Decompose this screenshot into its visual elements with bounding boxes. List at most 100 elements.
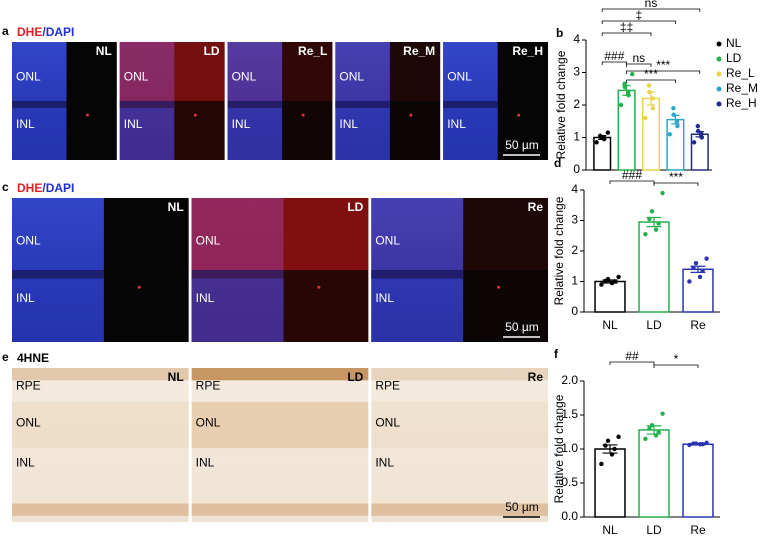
y-axis-label: Relative fold change — [552, 394, 566, 503]
legend-marker — [716, 86, 722, 92]
legend-label: Re_M — [726, 81, 758, 95]
data-point — [605, 130, 611, 135]
stain-part: DAPI — [46, 181, 75, 195]
stain-part: 4HNE — [17, 351, 49, 365]
stain-label: DHE/DAPI — [17, 181, 74, 195]
panel-label: Re_M — [403, 44, 435, 58]
image-spot — [517, 113, 521, 117]
data-point — [605, 276, 611, 282]
data-point — [643, 115, 648, 121]
y-tick-label: 1.0 — [561, 441, 578, 455]
scale-bar-label: 50 µm — [505, 138, 539, 152]
significance-label: *** — [669, 170, 683, 184]
layer-label: RPE — [375, 379, 400, 393]
bar — [594, 448, 626, 518]
image-bottom — [191, 503, 369, 516]
data-point — [671, 106, 676, 111]
data-point — [626, 89, 631, 95]
y-tick-label: 3 — [573, 65, 580, 79]
data-point — [649, 209, 655, 214]
data-point — [594, 140, 599, 145]
image-spot — [137, 285, 141, 289]
data-point — [630, 71, 635, 77]
significance-label: ns — [632, 51, 645, 65]
significance-label: ## — [625, 349, 639, 363]
significance-label: ### — [604, 49, 624, 63]
data-point — [643, 232, 648, 237]
significance-bracket — [609, 361, 655, 365]
image-dhe — [191, 270, 369, 342]
image-dhe — [227, 101, 333, 160]
image-dhe — [371, 270, 548, 342]
bar — [594, 280, 626, 313]
panel-letter: b — [556, 26, 563, 40]
data-point — [616, 434, 621, 439]
data-point — [656, 221, 661, 226]
image-spot — [85, 113, 89, 117]
data-point — [599, 282, 604, 287]
significance-bracket — [601, 61, 627, 65]
stain-label: 4HNE — [17, 351, 49, 365]
layer-label: INL — [339, 117, 358, 131]
y-tick-label: 0 — [573, 162, 580, 176]
data-point — [660, 411, 665, 416]
data-point — [612, 279, 617, 284]
data-point — [653, 227, 659, 232]
image-gap — [443, 101, 498, 109]
significance-bracket — [626, 70, 701, 74]
x-tick-label: Re — [690, 523, 706, 537]
layer-label: ONL — [16, 233, 41, 247]
data-point — [647, 216, 652, 222]
legend-marker — [716, 71, 722, 77]
stain-part: DAPI — [46, 25, 75, 39]
data-point — [671, 112, 676, 117]
panel-label: NL — [168, 200, 184, 214]
panel-label: NL — [96, 44, 112, 58]
data-point — [704, 256, 709, 261]
image-rpe — [371, 368, 548, 381]
y-tick-label: 4 — [571, 182, 578, 196]
data-point — [618, 102, 624, 108]
y-tick-label: 1 — [573, 130, 580, 144]
layer-label: INL — [16, 291, 35, 305]
layer-label: ONL — [196, 416, 221, 430]
panel-label: LD — [347, 370, 363, 384]
x-tick-label: Re — [690, 318, 706, 332]
layer-label: INL — [16, 117, 35, 131]
data-point — [693, 441, 699, 446]
panel-letter: a — [2, 24, 9, 38]
image-gap — [12, 270, 104, 279]
data-point — [646, 83, 652, 88]
image-gap — [227, 101, 283, 109]
data-point — [653, 433, 659, 438]
significance-label: *** — [644, 67, 658, 81]
layer-label: RPE — [196, 379, 221, 393]
legend-marker — [716, 101, 722, 107]
image-tissue — [191, 368, 369, 522]
significance-bracket — [626, 79, 676, 83]
panel-label: NL — [168, 370, 184, 384]
data-point — [687, 279, 692, 284]
significance-label: ‡ — [635, 8, 642, 22]
y-tick-label: 1.5 — [561, 407, 578, 421]
stain-part: DHE — [17, 181, 42, 195]
panel-label: Re — [528, 200, 544, 214]
data-point — [674, 119, 680, 124]
data-point — [650, 106, 656, 111]
image-gap — [119, 101, 175, 109]
layer-label: INL — [232, 117, 251, 131]
x-tick-label: NL — [602, 523, 618, 537]
data-point — [675, 123, 680, 129]
scale-bar-label: 50 µm — [505, 320, 539, 334]
image-spot — [409, 113, 413, 117]
image-gap — [371, 270, 464, 279]
data-point — [700, 442, 705, 447]
bar — [638, 221, 670, 313]
significance-bracket — [609, 180, 655, 184]
data-point — [697, 274, 703, 280]
image-spot — [317, 285, 321, 289]
panel-label: Re_L — [298, 44, 327, 58]
stain-part: / — [42, 25, 46, 39]
image-dhe — [191, 198, 369, 270]
